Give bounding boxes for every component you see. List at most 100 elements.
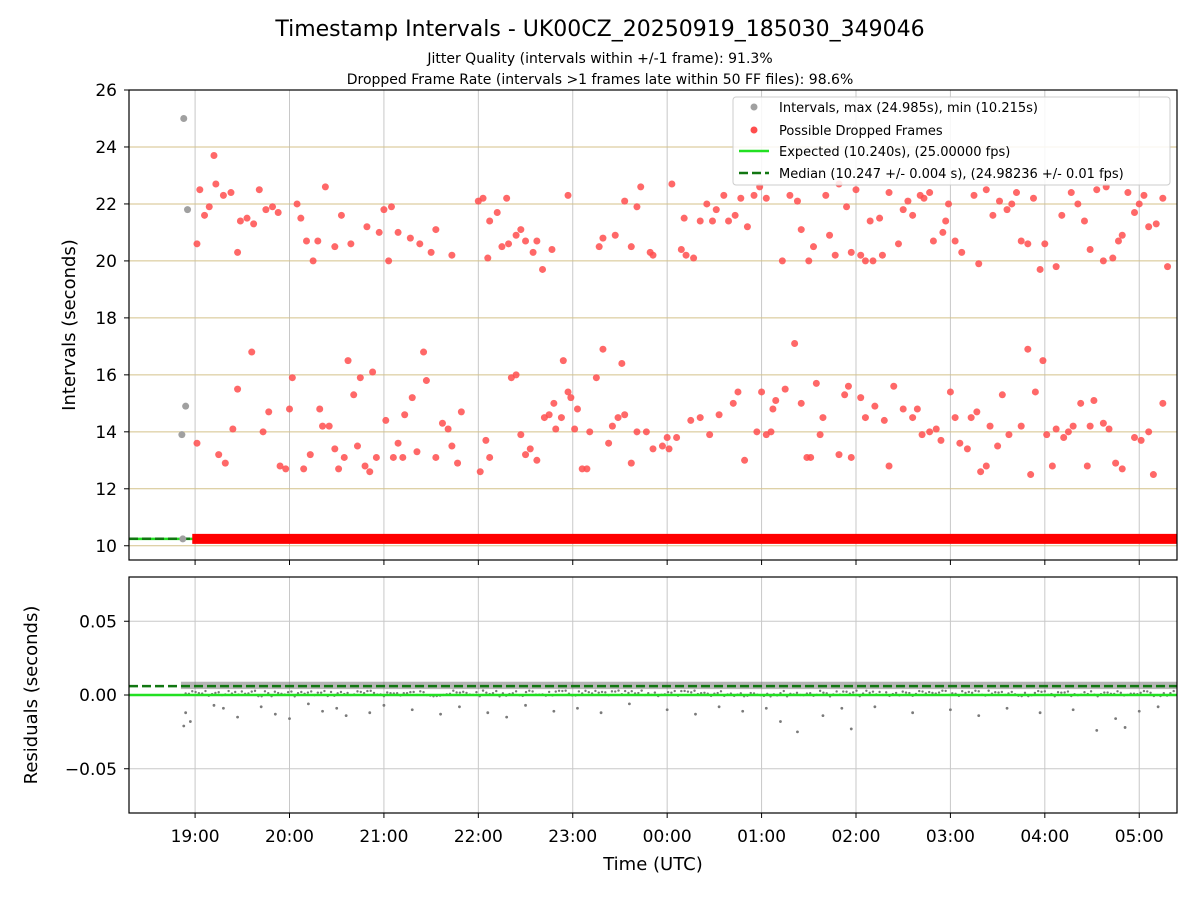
residual-point [1103, 691, 1106, 694]
residual-point [855, 689, 858, 692]
dropped-frame-point [1109, 254, 1117, 262]
residual-point [1119, 691, 1123, 695]
top-panel-frame [128, 89, 1178, 561]
dropped-frame-point [852, 186, 860, 194]
residual-point [1060, 691, 1063, 694]
residual-outlier-point [505, 715, 509, 719]
residual-point [623, 689, 627, 693]
residual-point [630, 690, 633, 693]
dropped-frame-point [982, 462, 990, 470]
residual-point [653, 691, 657, 694]
dropped-frame-point [1064, 428, 1072, 436]
dropped-frame-point [219, 191, 227, 199]
dropped-frame-point [517, 226, 525, 234]
residual-point [977, 690, 980, 693]
dropped-frame-point [633, 203, 641, 211]
x-tick-label: 02:00 [831, 827, 880, 847]
dropped-frame-point [885, 462, 893, 470]
residual-point [234, 690, 237, 694]
dropped-frame-point [1041, 240, 1049, 248]
dropped-frame-point [627, 459, 635, 467]
residual-point [904, 691, 908, 694]
dropped-frame-point [1105, 425, 1113, 433]
dropped-frame-point [486, 217, 494, 225]
dropped-frame-point [382, 416, 390, 424]
dropped-frame-point [871, 402, 879, 410]
dropped-frame-point [805, 257, 813, 265]
x-axis-label: Time (UTC) [602, 854, 703, 875]
dropped-frame-point [314, 237, 322, 245]
bottom-y-tick-label: 0.00 [79, 686, 117, 706]
dropped-frame-point [300, 465, 308, 473]
dropped-frame-point [1024, 345, 1032, 353]
dropped-frame-point [1118, 231, 1126, 239]
dropped-frame-point [835, 451, 843, 459]
residual-outlier-point [288, 717, 291, 720]
dropped-frame-point [302, 237, 310, 245]
dropped-frame-point [545, 411, 553, 419]
residual-outlier-point [764, 706, 768, 710]
dropped-frame-point [394, 228, 402, 236]
dropped-frame-point [750, 191, 758, 199]
dropped-frame-point [1093, 186, 1101, 194]
residual-point [310, 690, 313, 693]
top-y-tick-label: 12 [95, 480, 117, 500]
residual-outlier-point [439, 712, 442, 716]
dropped-frame-point [786, 191, 794, 199]
dropped-frame-point [255, 186, 263, 194]
dropped-frame-point [448, 251, 456, 259]
residual-point [452, 689, 455, 692]
residual-point [885, 691, 888, 694]
dropped-frame-point [408, 394, 416, 402]
dropped-frame-point [387, 203, 395, 211]
dropped-frame-point [512, 231, 520, 239]
dropped-frame-point [1017, 422, 1025, 430]
residual-point [1037, 689, 1040, 693]
dropped-frame-point [457, 408, 465, 416]
residual-point [1033, 691, 1037, 695]
dropped-frame-point [282, 465, 290, 473]
dropped-frame-point [413, 448, 421, 456]
dropped-frame-point [586, 428, 594, 436]
dropped-frame-point [876, 214, 884, 222]
residual-point [997, 691, 1000, 694]
residual-point [481, 689, 485, 692]
dropped-frame-point [996, 197, 1004, 205]
top-panel-data [129, 114, 1177, 544]
dropped-frame-point [366, 468, 374, 476]
residual-point [851, 691, 855, 694]
dropped-frame-point [706, 431, 714, 439]
x-tick-label: 20:00 [265, 827, 314, 847]
residual-outlier-point [796, 730, 799, 734]
dropped-frame-point [970, 191, 978, 199]
residual-point [944, 689, 947, 693]
residual-point [845, 690, 848, 693]
residual-point [290, 690, 293, 693]
dropped-frame-point [720, 191, 728, 199]
dropped-frame-point [498, 243, 506, 251]
dropped-frame-point [708, 217, 716, 225]
dropped-frame-point [977, 468, 985, 476]
residual-point [604, 691, 607, 694]
dropped-frame-point [1017, 237, 1025, 245]
dropped-frame-point [262, 206, 270, 214]
x-tick-label: 23:00 [548, 827, 597, 847]
residual-point [339, 690, 343, 694]
dropped-frame-point [288, 374, 296, 382]
dropped-frame-point [1036, 265, 1044, 273]
residual-point [716, 691, 719, 695]
residual-point [1023, 691, 1027, 695]
dropped-frame-point [1003, 206, 1011, 214]
residual-point [871, 690, 875, 693]
residual-point [485, 691, 488, 694]
dropped-frame-point [926, 428, 934, 436]
dropped-frame-point [347, 240, 355, 248]
dropped-frame-point [649, 445, 657, 453]
residual-point [329, 690, 333, 694]
residual-point [640, 689, 643, 692]
dropped-frame-point [505, 240, 513, 248]
residual-point [323, 689, 326, 693]
dropped-frame-point [731, 211, 739, 219]
residual-point [610, 690, 614, 693]
residual-point [703, 691, 706, 695]
